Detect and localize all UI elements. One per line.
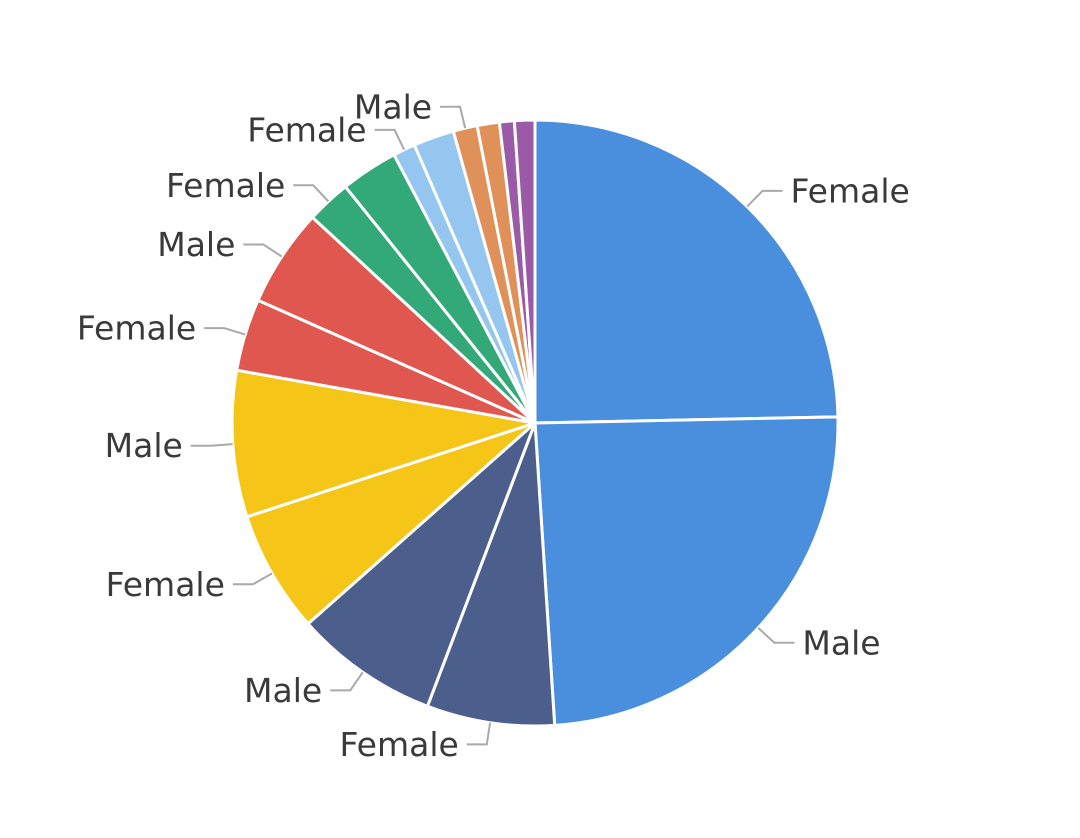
leader-line-5 xyxy=(190,443,233,447)
leader-line-8 xyxy=(293,184,330,203)
leader-line-2 xyxy=(466,722,492,746)
slice-label-12: Male xyxy=(354,87,432,126)
leader-line-10 xyxy=(374,128,406,151)
slice-label-5: Male xyxy=(105,426,183,465)
pie-slice-1 xyxy=(533,415,840,727)
pie-slice-5 xyxy=(230,368,537,519)
slice-label-0: Female xyxy=(791,171,910,210)
slice-label-6: Female xyxy=(77,309,196,348)
pie-slice-15 xyxy=(512,118,537,425)
leader-line-1 xyxy=(757,627,795,644)
slice-label-3: Male xyxy=(244,671,322,710)
pie-slice-4 xyxy=(245,421,537,626)
leader-line-6 xyxy=(204,327,246,336)
leader-line-12 xyxy=(440,105,467,129)
leader-line-4 xyxy=(232,572,273,586)
slice-label-8: Female xyxy=(166,166,285,205)
slice-label-1: Male xyxy=(802,623,880,662)
slice-label-2: Female xyxy=(339,725,458,764)
pie-slice-2 xyxy=(425,421,557,728)
slice-label-10: Female xyxy=(247,110,366,149)
slices-layer xyxy=(230,118,840,728)
leader-line-7 xyxy=(243,243,283,258)
leader-line-0 xyxy=(746,189,783,208)
slice-label-4: Female xyxy=(106,565,225,604)
slice-label-7: Male xyxy=(157,225,235,264)
pie-slice-0 xyxy=(533,118,840,425)
labels-layer: FemaleMaleFemaleMaleFemaleMaleFemaleMale… xyxy=(77,87,910,764)
leader-line-3 xyxy=(330,671,364,692)
pie-slice-3 xyxy=(306,421,537,708)
